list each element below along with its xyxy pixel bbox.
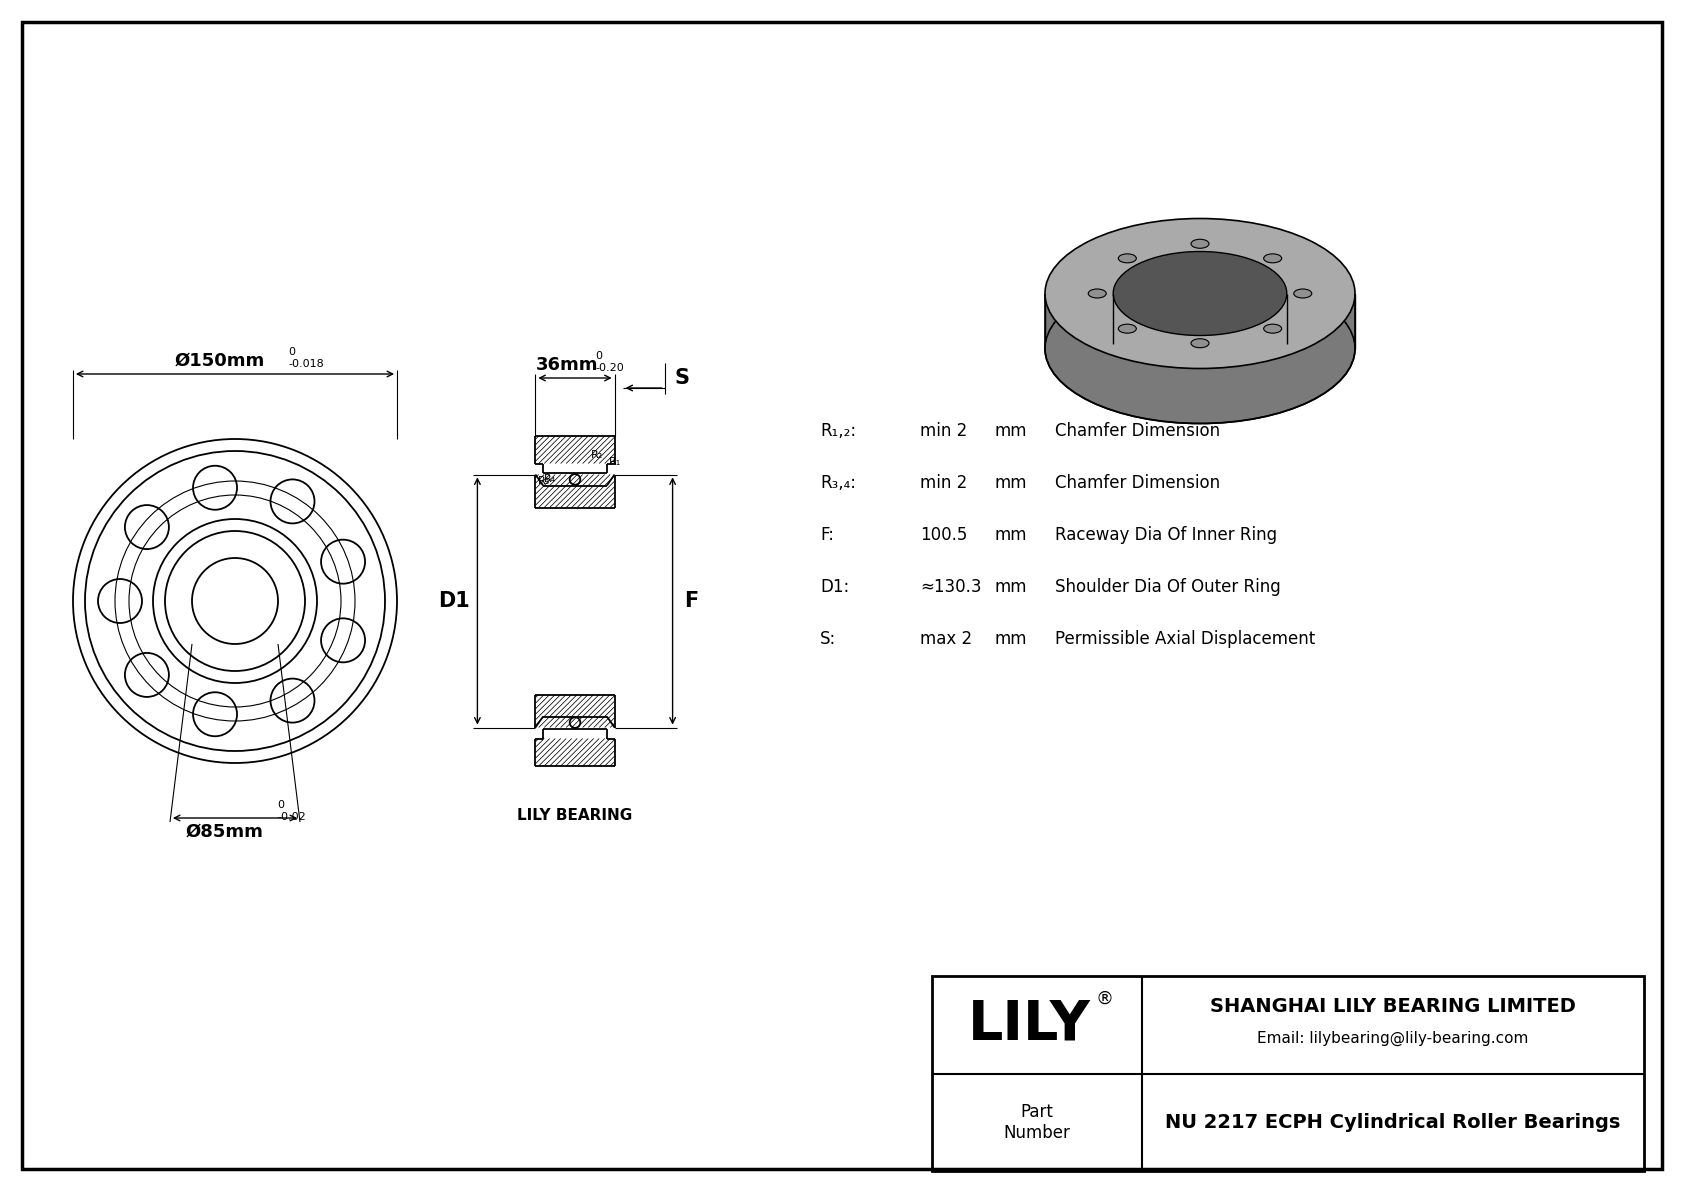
Text: min 2: min 2 xyxy=(919,422,967,439)
Ellipse shape xyxy=(1191,338,1209,348)
Ellipse shape xyxy=(1293,289,1312,298)
Text: Shoulder Dia Of Outer Ring: Shoulder Dia Of Outer Ring xyxy=(1054,578,1282,596)
Text: 0: 0 xyxy=(288,347,295,357)
Text: ≈130.3: ≈130.3 xyxy=(919,578,982,596)
Text: R₄: R₄ xyxy=(544,474,556,485)
Text: F: F xyxy=(685,591,699,611)
Text: Email: lilybearing@lily-bearing.com: Email: lilybearing@lily-bearing.com xyxy=(1258,1030,1529,1046)
Text: 0: 0 xyxy=(276,800,285,810)
Ellipse shape xyxy=(1113,251,1287,336)
Text: LILY BEARING: LILY BEARING xyxy=(517,807,633,823)
FancyBboxPatch shape xyxy=(1046,293,1356,349)
Text: Chamfer Dimension: Chamfer Dimension xyxy=(1054,422,1221,439)
Ellipse shape xyxy=(1263,324,1282,333)
Text: Ø150mm: Ø150mm xyxy=(175,353,264,370)
Text: 0: 0 xyxy=(594,351,601,361)
Text: mm: mm xyxy=(995,630,1027,648)
Text: R₃: R₃ xyxy=(537,476,549,486)
Text: mm: mm xyxy=(995,422,1027,439)
Text: ®: ® xyxy=(1096,990,1115,1008)
Text: -0.018: -0.018 xyxy=(288,358,323,369)
Text: R₁,₂:: R₁,₂: xyxy=(820,422,855,439)
Text: F:: F: xyxy=(820,526,834,544)
Text: 100.5: 100.5 xyxy=(919,526,967,544)
Text: -0.20: -0.20 xyxy=(594,363,623,373)
Ellipse shape xyxy=(1263,254,1282,263)
Ellipse shape xyxy=(1088,289,1106,298)
Text: R₂: R₂ xyxy=(591,449,603,460)
Text: R₁: R₁ xyxy=(610,457,621,467)
Text: NU 2217 ECPH Cylindrical Roller Bearings: NU 2217 ECPH Cylindrical Roller Bearings xyxy=(1165,1112,1620,1131)
Text: Part
Number: Part Number xyxy=(1004,1103,1071,1142)
Text: -0.02: -0.02 xyxy=(276,812,306,822)
Ellipse shape xyxy=(1118,254,1137,263)
Text: max 2: max 2 xyxy=(919,630,972,648)
Text: Ø85mm: Ø85mm xyxy=(185,823,264,841)
Ellipse shape xyxy=(1046,218,1356,368)
Bar xyxy=(931,975,1644,1171)
Text: Chamfer Dimension: Chamfer Dimension xyxy=(1054,474,1221,492)
Text: R₃,₄:: R₃,₄: xyxy=(820,474,855,492)
Text: D1:: D1: xyxy=(820,578,849,596)
Text: D1: D1 xyxy=(438,591,470,611)
Ellipse shape xyxy=(1118,324,1137,333)
Text: mm: mm xyxy=(995,474,1027,492)
Text: LILY: LILY xyxy=(968,998,1091,1052)
Text: Permissible Axial Displacement: Permissible Axial Displacement xyxy=(1054,630,1315,648)
Ellipse shape xyxy=(1046,274,1356,424)
Ellipse shape xyxy=(1191,239,1209,248)
Text: S:: S: xyxy=(820,630,837,648)
Text: min 2: min 2 xyxy=(919,474,967,492)
Text: 36mm: 36mm xyxy=(536,356,598,374)
Text: Raceway Dia Of Inner Ring: Raceway Dia Of Inner Ring xyxy=(1054,526,1276,544)
Text: mm: mm xyxy=(995,526,1027,544)
Text: mm: mm xyxy=(995,578,1027,596)
Text: S: S xyxy=(675,368,690,388)
Text: SHANGHAI LILY BEARING LIMITED: SHANGHAI LILY BEARING LIMITED xyxy=(1211,997,1576,1016)
